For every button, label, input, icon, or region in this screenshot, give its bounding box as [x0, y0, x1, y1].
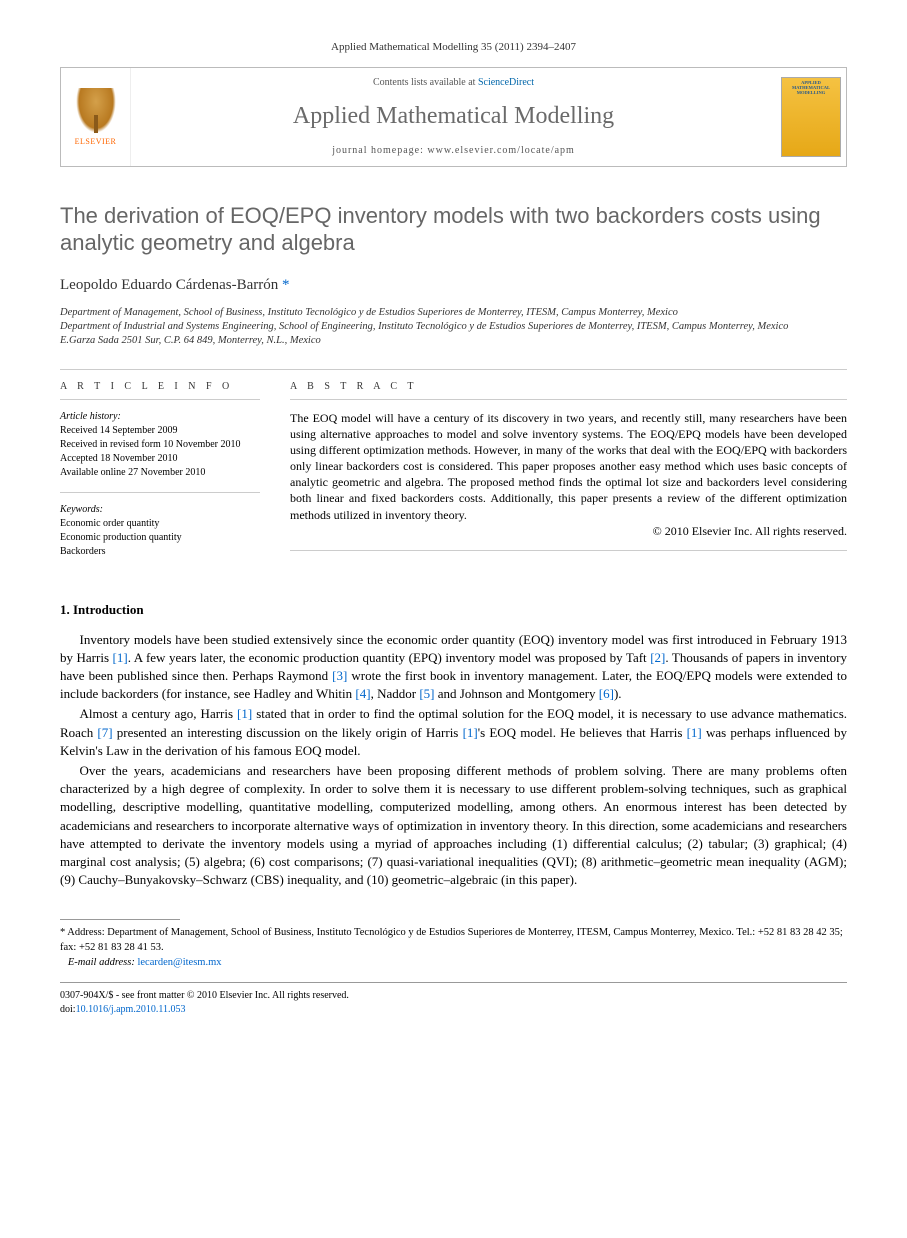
- body-paragraph: Inventory models have been studied exten…: [60, 631, 847, 704]
- article-info: A R T I C L E I N F O Article history: R…: [60, 380, 260, 571]
- ref-link[interactable]: [1]: [237, 706, 252, 721]
- abstract-copyright: © 2010 Elsevier Inc. All rights reserved…: [290, 523, 847, 540]
- elsevier-tree-icon: [76, 88, 116, 133]
- journal-title: Applied Mathematical Modelling: [141, 100, 766, 134]
- keyword: Backorders: [60, 545, 260, 559]
- cover-thumbnail: APPLIED MATHEMATICAL MODELLING: [776, 68, 846, 166]
- ref-link[interactable]: [6]: [599, 686, 614, 701]
- footer-copyright: 0307-904X/$ - see front matter © 2010 El…: [60, 989, 847, 1003]
- cover-image-title: APPLIED MATHEMATICAL MODELLING: [785, 81, 837, 96]
- journal-reference: Applied Mathematical Modelling 35 (2011)…: [60, 40, 847, 55]
- para-text: ).: [614, 686, 622, 701]
- ref-link[interactable]: [7]: [97, 725, 112, 740]
- section-heading-intro: 1. Introduction: [60, 601, 847, 619]
- email-link[interactable]: lecarden@itesm.mx: [137, 957, 221, 968]
- body-paragraph: Over the years, academicians and researc…: [60, 762, 847, 889]
- para-text: presented an interesting discussion on t…: [113, 725, 463, 740]
- email-label: E-mail address:: [68, 957, 138, 968]
- history-line: Received 14 September 2009: [60, 424, 260, 438]
- para-text: Almost a century ago, Harris: [80, 706, 238, 721]
- ref-link[interactable]: [1]: [463, 725, 478, 740]
- footer-separator: [60, 982, 847, 983]
- footnote: * Address: Department of Management, Sch…: [60, 926, 847, 970]
- sciencedirect-link[interactable]: ScienceDirect: [478, 77, 534, 88]
- history-line: Accepted 18 November 2010: [60, 452, 260, 466]
- article-info-heading: A R T I C L E I N F O: [60, 380, 260, 394]
- journal-header: ELSEVIER Contents lists available at Sci…: [60, 67, 847, 167]
- history-label: Article history:: [60, 410, 260, 424]
- history-line: Available online 27 November 2010: [60, 466, 260, 480]
- keyword: Economic production quantity: [60, 531, 260, 545]
- history-block: Article history: Received 14 September 2…: [60, 410, 260, 480]
- keywords-block: Keywords: Economic order quantity Econom…: [60, 503, 260, 559]
- paper-title: The derivation of EOQ/EPQ inventory mode…: [60, 202, 847, 257]
- ref-link[interactable]: [5]: [419, 686, 434, 701]
- homepage-prefix: journal homepage:: [332, 145, 427, 156]
- affiliations: Department of Management, School of Busi…: [60, 306, 847, 349]
- ref-link[interactable]: [3]: [332, 668, 347, 683]
- affiliation-line: E.Garza Sada 2501 Sur, C.P. 64 849, Mont…: [60, 334, 847, 348]
- para-text: 's EOQ model. He believes that Harris: [478, 725, 687, 740]
- keyword: Economic order quantity: [60, 517, 260, 531]
- ref-link[interactable]: [1]: [687, 725, 702, 740]
- affiliation-line: Department of Industrial and Systems Eng…: [60, 320, 847, 334]
- author-footnote-link[interactable]: *: [282, 277, 290, 293]
- ref-link[interactable]: [4]: [355, 686, 370, 701]
- abstract-text: The EOQ model will have a century of its…: [290, 410, 847, 523]
- divider: [60, 369, 847, 370]
- elsevier-logo: ELSEVIER: [61, 68, 131, 166]
- footer: 0307-904X/$ - see front matter © 2010 El…: [60, 989, 847, 1017]
- ref-link[interactable]: [1]: [113, 650, 128, 665]
- homepage-url[interactable]: www.elsevier.com/locate/apm: [427, 145, 574, 156]
- author-text: Leopoldo Eduardo Cárdenas-Barrón: [60, 277, 278, 293]
- affiliation-line: Department of Management, School of Busi…: [60, 306, 847, 320]
- divider: [60, 399, 260, 400]
- para-text: , Naddor: [371, 686, 420, 701]
- contents-line: Contents lists available at ScienceDirec…: [141, 76, 766, 90]
- para-text: . A few years later, the economic produc…: [128, 650, 650, 665]
- footnote-address: Address: Department of Management, Schoo…: [60, 927, 843, 953]
- header-center: Contents lists available at ScienceDirec…: [131, 68, 776, 166]
- divider: [60, 492, 260, 493]
- divider: [290, 550, 847, 551]
- elsevier-label: ELSEVIER: [75, 136, 117, 147]
- abstract-heading: A B S T R A C T: [290, 380, 847, 394]
- footnote-separator: [60, 919, 180, 920]
- doi-label: doi:: [60, 1004, 76, 1015]
- history-line: Received in revised form 10 November 201…: [60, 438, 260, 452]
- para-text: and Johnson and Montgomery: [435, 686, 599, 701]
- keywords-label: Keywords:: [60, 503, 260, 517]
- info-abstract-row: A R T I C L E I N F O Article history: R…: [60, 380, 847, 571]
- divider: [290, 399, 847, 400]
- abstract: A B S T R A C T The EOQ model will have …: [290, 380, 847, 571]
- contents-prefix: Contents lists available at: [373, 77, 478, 88]
- cover-image: APPLIED MATHEMATICAL MODELLING: [781, 77, 841, 157]
- ref-link[interactable]: [2]: [650, 650, 665, 665]
- author-name: Leopoldo Eduardo Cárdenas-Barrón *: [60, 275, 847, 296]
- body-paragraph: Almost a century ago, Harris [1] stated …: [60, 705, 847, 760]
- doi-link[interactable]: 10.1016/j.apm.2010.11.053: [76, 1004, 186, 1015]
- homepage-line: journal homepage: www.elsevier.com/locat…: [141, 144, 766, 158]
